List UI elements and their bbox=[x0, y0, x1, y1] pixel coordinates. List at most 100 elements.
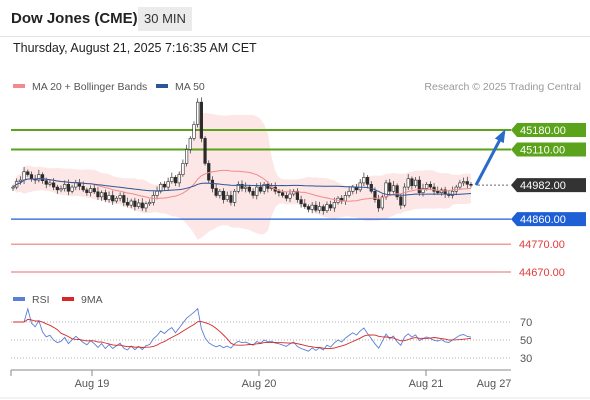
candle-body bbox=[136, 202, 141, 207]
x-tick-label-3: Aug 27 bbox=[477, 378, 512, 390]
candle-body bbox=[214, 188, 218, 196]
candle-body bbox=[277, 190, 281, 193]
candle-body bbox=[44, 180, 48, 185]
main-legend: MA 20 + Bollinger Bands MA 50 bbox=[13, 81, 205, 93]
candle-body bbox=[469, 183, 473, 186]
candle-body bbox=[111, 195, 115, 202]
candle-body bbox=[29, 174, 34, 180]
candle-body bbox=[114, 197, 119, 202]
candle-body bbox=[159, 183, 163, 192]
timeframe-button[interactable]: 30 MIN bbox=[138, 7, 192, 31]
x-tick-label-0: Aug 19 bbox=[75, 378, 110, 390]
candle-body bbox=[236, 183, 240, 192]
candle-body bbox=[184, 149, 189, 164]
candle-body bbox=[188, 138, 192, 150]
level-label-3: 44860.00 bbox=[520, 214, 566, 226]
candle-body bbox=[284, 195, 288, 199]
candle-body bbox=[103, 192, 107, 200]
level-tag-0 bbox=[511, 123, 586, 137]
rsi-legend-label-0: RSI bbox=[32, 294, 50, 306]
x-tick-label-2: Aug 21 bbox=[409, 378, 444, 390]
candle-body bbox=[218, 190, 222, 196]
candle-body bbox=[465, 181, 469, 185]
candle-body bbox=[207, 163, 211, 181]
candle-body bbox=[310, 204, 314, 210]
candle-body bbox=[240, 183, 244, 189]
candle-body bbox=[133, 200, 137, 207]
rsi-line bbox=[13, 307, 472, 352]
candle-body bbox=[413, 179, 418, 186]
rsi-level-label-50: 50 bbox=[520, 335, 532, 347]
candle-body bbox=[266, 183, 270, 189]
level-tag-3 bbox=[511, 212, 586, 227]
candle-body bbox=[162, 183, 167, 188]
forecast-arrow-head bbox=[494, 129, 506, 144]
candle-body bbox=[22, 171, 26, 181]
candle-body bbox=[85, 189, 89, 193]
candle-body bbox=[251, 190, 255, 196]
level-label-4: 44770.00 bbox=[519, 239, 565, 251]
candle-body bbox=[247, 186, 251, 192]
candle-body bbox=[233, 190, 237, 203]
rsi-legend-label-1: 9MA bbox=[81, 294, 103, 306]
candle-body bbox=[332, 202, 336, 209]
candle-body bbox=[436, 190, 440, 193]
candle-body bbox=[391, 185, 396, 192]
candle-body bbox=[199, 101, 203, 139]
candle-body bbox=[380, 196, 384, 209]
candle-body bbox=[365, 177, 370, 185]
candle-body bbox=[317, 206, 322, 211]
time-axis: Aug 19 Aug 20 Aug 21 Aug 27 bbox=[0, 369, 590, 399]
candle-body bbox=[421, 188, 425, 193]
candle-body bbox=[26, 171, 30, 175]
rsi-level-label-30: 30 bbox=[520, 353, 532, 365]
bollinger-band bbox=[13, 112, 471, 240]
candle-body bbox=[462, 181, 466, 184]
candle-body bbox=[299, 199, 303, 205]
candle-body bbox=[402, 186, 407, 206]
candle-body bbox=[166, 181, 170, 188]
forecast-arrow bbox=[474, 131, 506, 186]
candle-body bbox=[425, 183, 429, 189]
candle-body bbox=[329, 204, 333, 209]
candle-body bbox=[125, 202, 130, 206]
price-plot: 45180.00 45110.00 44982.00 44860.00 44770.00… bbox=[11, 97, 586, 279]
timestamp: Thursday, August 21, 2025 7:16:35 AM CET bbox=[13, 41, 257, 55]
candle-body bbox=[395, 185, 399, 198]
candle-body bbox=[173, 177, 178, 184]
candle-body bbox=[48, 182, 52, 185]
candle-body bbox=[100, 192, 104, 198]
level-label-5: 44670.00 bbox=[519, 267, 565, 279]
candle-body bbox=[11, 186, 15, 189]
candle-body bbox=[388, 182, 392, 192]
candle-body bbox=[450, 190, 455, 196]
candle-body bbox=[40, 174, 45, 181]
candle-body bbox=[192, 124, 196, 139]
candle-body bbox=[343, 195, 348, 202]
candle-body bbox=[321, 206, 325, 212]
candle-body bbox=[399, 196, 403, 206]
candle-body bbox=[221, 190, 226, 200]
ma50-line bbox=[12, 178, 472, 196]
candle-body bbox=[52, 182, 56, 188]
candle-body bbox=[92, 188, 96, 193]
candle-body bbox=[373, 190, 377, 200]
candle-body bbox=[303, 203, 307, 207]
candle-body bbox=[325, 204, 329, 212]
candle-body bbox=[377, 199, 381, 209]
level-label-1: 45110.00 bbox=[520, 144, 565, 156]
candle-body bbox=[281, 192, 285, 196]
candle-body bbox=[210, 179, 215, 189]
candle-body bbox=[295, 190, 300, 200]
x-tick-label-1: Aug 20 bbox=[242, 378, 277, 390]
rsi-legend-swatch-1 bbox=[62, 297, 74, 301]
candle-body bbox=[203, 138, 207, 164]
candle-body bbox=[170, 177, 174, 182]
rsi-ma-line bbox=[13, 318, 472, 350]
candle-body bbox=[88, 188, 93, 193]
candle-body bbox=[107, 195, 111, 200]
candle-body bbox=[410, 178, 414, 186]
candle-body bbox=[458, 182, 462, 188]
candle-body bbox=[18, 179, 22, 182]
